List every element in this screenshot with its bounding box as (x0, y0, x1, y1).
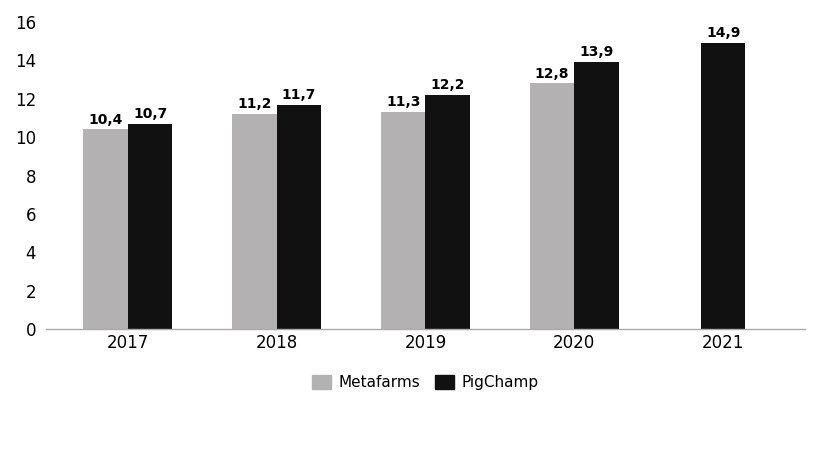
Text: 12,8: 12,8 (534, 67, 568, 81)
Text: 11,3: 11,3 (386, 95, 420, 109)
Bar (425, 95, 469, 329)
Text: 10,7: 10,7 (133, 107, 167, 121)
Bar (232, 114, 276, 329)
Text: 12,2: 12,2 (430, 78, 464, 92)
Text: 13,9: 13,9 (579, 45, 613, 59)
Legend: Metafarms, PigChamp: Metafarms, PigChamp (305, 368, 545, 398)
Bar (128, 124, 172, 329)
Text: 11,2: 11,2 (237, 97, 271, 111)
Bar (83, 130, 128, 329)
Bar (276, 104, 321, 329)
Text: 10,4: 10,4 (88, 112, 123, 126)
Bar (700, 43, 744, 329)
Text: 11,7: 11,7 (282, 88, 316, 102)
Bar (529, 83, 573, 329)
Text: 14,9: 14,9 (705, 26, 740, 40)
Bar (573, 62, 618, 329)
Bar (380, 112, 425, 329)
